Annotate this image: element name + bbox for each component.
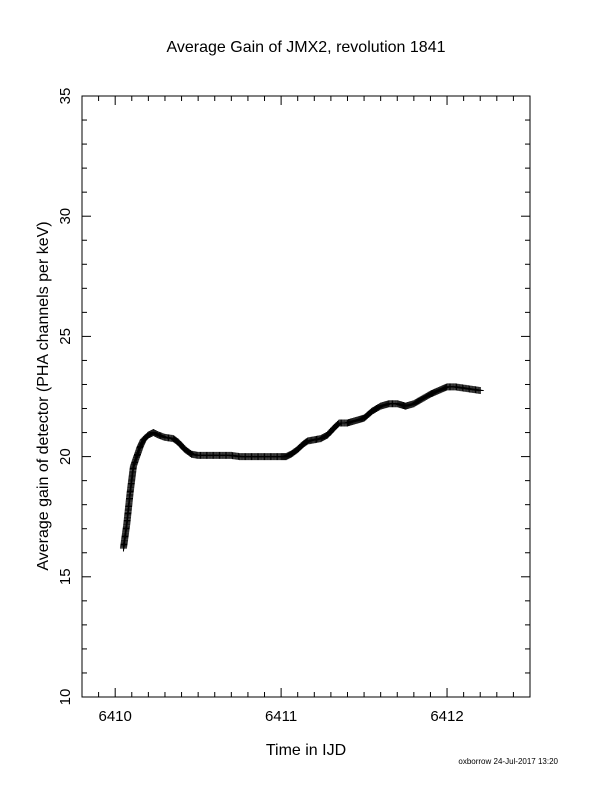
- y-tick-label: 30: [57, 208, 74, 225]
- y-axis-label: Average gain of detector (PHA channels p…: [35, 221, 52, 570]
- data-point: [334, 421, 342, 429]
- x-tick-label: 6410: [98, 708, 131, 725]
- y-tick-labels: 10 15 20 25 30 35: [57, 88, 74, 706]
- x-tick-label: 6412: [430, 708, 463, 725]
- y-tick-label: 25: [57, 328, 74, 345]
- y-tick-label: 20: [57, 448, 74, 465]
- data-points: [119, 383, 484, 552]
- y-tick-label: 35: [57, 88, 74, 105]
- x-tick-label: 6411: [265, 708, 297, 725]
- x-axis-label: Time in IJD: [266, 742, 346, 759]
- data-point: [476, 386, 484, 394]
- plot-area-frame: [81, 95, 531, 698]
- footer-timestamp: oxborrow 24-Jul-2017 13:20: [458, 757, 558, 766]
- x-tick-labels: 6410 6411 6412: [98, 708, 463, 725]
- chart-title: Average Gain of JMX2, revolution 1841: [167, 39, 446, 56]
- y-tick-label: 10: [57, 689, 74, 706]
- axis-ticks: [81, 95, 531, 698]
- y-tick-label: 15: [57, 568, 74, 585]
